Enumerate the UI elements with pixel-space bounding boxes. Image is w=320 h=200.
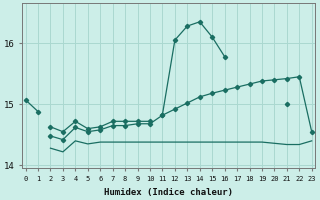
X-axis label: Humidex (Indice chaleur): Humidex (Indice chaleur) xyxy=(104,188,233,197)
